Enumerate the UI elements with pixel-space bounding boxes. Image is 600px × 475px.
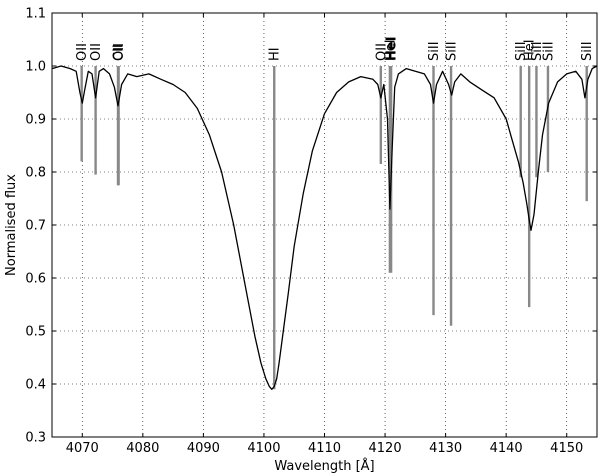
line-id-label: CII: [112, 44, 127, 61]
y-tick-label: 0.5: [25, 325, 46, 340]
line-id-label: HeI: [523, 39, 538, 61]
x-tick-label: 4150: [550, 441, 583, 456]
y-tick-label: 0.6: [25, 272, 46, 287]
x-tick-label: 4080: [126, 441, 159, 456]
y-tick-label: 0.7: [25, 219, 46, 234]
y-tick-label: 1.1: [25, 7, 46, 22]
y-tick-label: 1.0: [25, 60, 46, 75]
y-axis-label: Normalised flux: [4, 174, 19, 276]
spectrum-series: [51, 65, 598, 390]
x-tick-label: 4090: [187, 441, 220, 456]
x-tick-label: 4140: [490, 441, 523, 456]
line-id-label: SiII: [541, 41, 556, 61]
line-id-label: OII: [112, 43, 127, 61]
line-id-label: HI: [268, 47, 283, 61]
y-tick-label: 0.4: [25, 378, 46, 393]
y-tick-label: 0.8: [25, 166, 46, 181]
grid: [52, 12, 597, 438]
x-tick-label: 4100: [247, 441, 280, 456]
spectrum-line: [51, 65, 598, 390]
line-id-label: HeI: [383, 39, 398, 61]
line-id-label: SiII: [530, 41, 545, 61]
x-tick-label: 4120: [369, 441, 402, 456]
line-id-label: OII: [89, 43, 104, 61]
x-axis-label: Wavelength [Å]: [274, 458, 374, 474]
y-tick-label: 0.3: [25, 431, 46, 446]
y-tick-label: 0.9: [25, 113, 46, 128]
line-id-label: SiII: [514, 41, 529, 61]
line-id-label: OII: [374, 43, 389, 61]
line-id-label: SiII: [580, 41, 595, 61]
line-id-label: SiII: [427, 41, 442, 61]
line-id-label: OII: [75, 43, 90, 61]
x-tick-label: 4110: [308, 441, 341, 456]
line-id-label: SiII: [445, 41, 460, 61]
axis-ticks: 4070 4080 4090 4100 4110 4120 4130 4140 4150 0.3 0…: [25, 7, 597, 456]
line-id-markers: [80, 66, 588, 390]
x-tick-label: 4070: [66, 441, 99, 456]
x-tick-label: 4130: [429, 441, 462, 456]
line-id-label: HeI: [385, 36, 400, 61]
